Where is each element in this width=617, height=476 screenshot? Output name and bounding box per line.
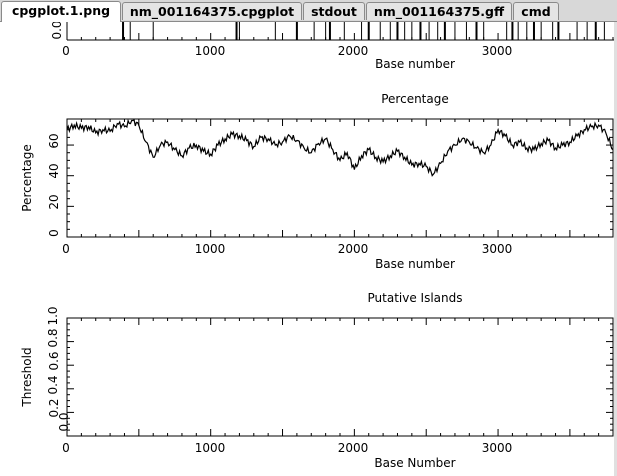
- islands-plot-yticks: [67, 317, 613, 437]
- tab-stdout[interactable]: stdout: [303, 2, 365, 20]
- pct-xtick-label-3: 3000: [482, 242, 513, 256]
- islands-plot: Putative Islands 0.0 0.2 0.4 0.6 0.8 1.0…: [20, 291, 614, 470]
- pct-ytick-label-60: 60: [47, 133, 61, 148]
- tab-cpgplot-png[interactable]: cpgplot.1.png: [1, 1, 121, 22]
- vertical-scrollbar[interactable]: [614, 22, 617, 476]
- top-xtick-label-0: 0: [62, 44, 70, 58]
- plot-image-area: 0.0 0 1000 2000 3000 Base number Percent…: [0, 22, 617, 476]
- pct-ytick-label-20: 20: [47, 194, 61, 209]
- percentage-plot-yticks: [67, 129, 613, 238]
- pct-ytick-label-0: 0: [47, 229, 61, 237]
- percentage-plot-title: Percentage: [381, 92, 449, 106]
- percentage-plot-frame: [66, 118, 614, 238]
- tab-gff[interactable]: nm_001164375.gff: [366, 2, 512, 20]
- pct-xtick-label-2: 2000: [338, 242, 369, 256]
- islands-plot-xlabel: Base Number: [374, 456, 455, 470]
- isl-xtick-label-1: 1000: [195, 441, 226, 455]
- isl-ytick-label-0: 0.0: [57, 412, 71, 431]
- top-xtick-label-2: 2000: [338, 44, 369, 58]
- isl-ytick-label-3: 0.6: [47, 351, 61, 370]
- top-plot-xticks: [66, 33, 614, 40]
- top-plot-ytick: 0.0: [50, 22, 64, 40]
- isl-xtick-label-3: 3000: [482, 441, 513, 455]
- isl-xtick-label-2: 2000: [338, 441, 369, 455]
- isl-ytick-label-2: 0.4: [46, 375, 60, 394]
- percentage-plot-ylabel: Percentage: [20, 144, 34, 212]
- tab-bar: cpgplot.1.png nm_001164375.cpgplot stdou…: [0, 0, 617, 22]
- top-plot: 0.0 0 1000 2000 3000 Base number: [50, 22, 617, 71]
- top-xtick-label-3: 3000: [482, 44, 513, 58]
- isl-ytick-label-5: 1.0: [46, 306, 60, 325]
- islands-plot-title: Putative Islands: [368, 291, 463, 305]
- top-plot-spikes: [122, 22, 605, 40]
- isl-ytick-label-1: 0.2: [47, 398, 61, 417]
- percentage-plot-xticks: [66, 119, 614, 237]
- cpgplot-image: 0.0 0 1000 2000 3000 Base number Percent…: [20, 22, 617, 470]
- isl-xtick-label-0: 0: [62, 441, 70, 455]
- pct-xtick-label-1: 1000: [195, 242, 226, 256]
- pct-ytick-label-40: 40: [47, 163, 61, 178]
- tab-cpgplot-file[interactable]: nm_001164375.cpgplot: [122, 2, 302, 20]
- percentage-series-line: [66, 118, 614, 177]
- percentage-plot-xlabel: Base number: [375, 257, 455, 271]
- top-plot-xlabel: Base number: [375, 57, 455, 71]
- islands-plot-ylabel: Threshold: [20, 347, 34, 407]
- islands-plot-xticks: [66, 318, 614, 436]
- percentage-plot: Percentage 0 20 40 60 Percentage 0 1000 …: [20, 92, 614, 271]
- isl-ytick-label-4: 0.8: [46, 328, 60, 347]
- islands-plot-frame: [66, 317, 614, 437]
- pct-xtick-label-0: 0: [62, 242, 70, 256]
- top-xtick-label-1: 1000: [195, 44, 226, 58]
- tab-cmd[interactable]: cmd: [513, 2, 559, 20]
